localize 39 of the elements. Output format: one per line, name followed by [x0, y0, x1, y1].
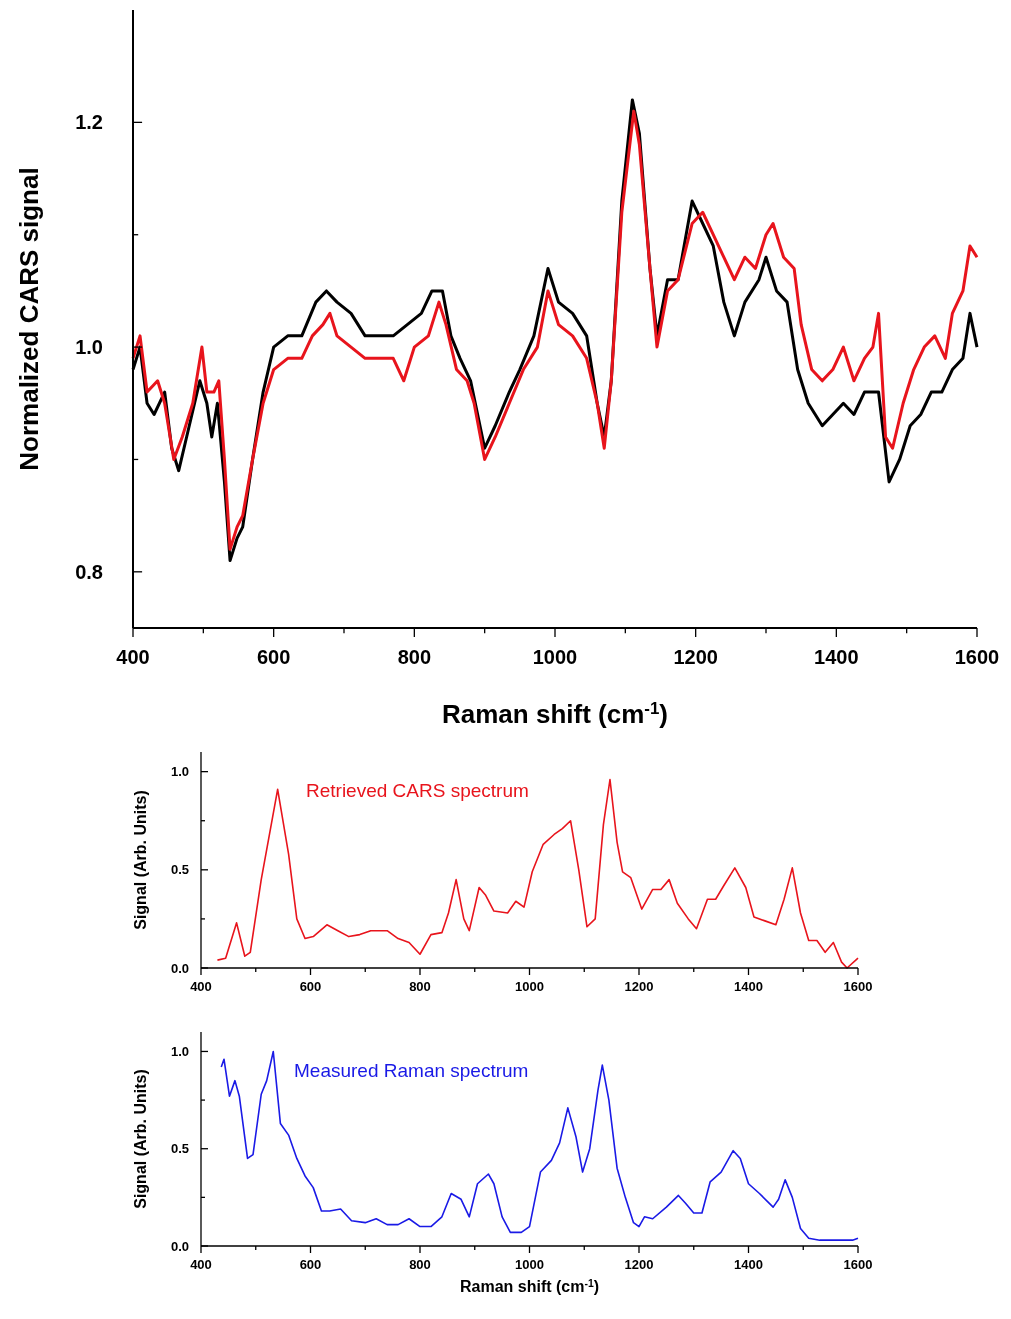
series-label: Retrieved CARS spectrum [306, 780, 529, 801]
y-tick-label: 0.5 [170, 862, 189, 878]
x-tick-label: 800 [409, 1257, 431, 1272]
x-tick-label: 400 [190, 1257, 212, 1272]
y-tick-label: 1.0 [75, 336, 103, 359]
x-tick-label: 1000 [515, 979, 544, 994]
x-tick-label: 1600 [843, 979, 873, 994]
x-axis-title: Raman shift (cm$^{-1}$) [459, 1277, 600, 1295]
y-tick-label: 1.2 [75, 111, 103, 134]
x-tick-label: 800 [409, 979, 431, 994]
x-tick-label: 400 [190, 979, 212, 994]
y-tick-label: 0.0 [170, 960, 189, 976]
x-tick-label: 400 [116, 646, 150, 668]
y-axis-title: Signal (Arb. Units) [132, 790, 149, 930]
x-tick-label: 600 [256, 646, 291, 668]
y-tick-label: 0.8 [75, 560, 103, 583]
x-tick-label: 1600 [954, 646, 1000, 668]
y-axis-title: Signal (Arb. Units) [132, 1069, 149, 1209]
series-label: Measured Raman spectrum [294, 1060, 529, 1081]
x-tick-label: 1200 [624, 979, 654, 994]
y-tick-label: 0.0 [170, 1238, 189, 1254]
x-tick-label: 1400 [734, 979, 763, 994]
line-series [216, 778, 859, 969]
x-tick-label: 1200 [624, 1257, 654, 1272]
y-axis-title: Normalized CARS signal [14, 167, 44, 471]
x-tick-label: 600 [299, 1257, 322, 1272]
x-tick-label: 1200 [673, 646, 718, 668]
x-tick-label: 800 [397, 646, 432, 668]
x-tick-label: 1000 [532, 646, 578, 668]
x-tick-label: 600 [299, 979, 322, 994]
y-tick-label: 1.0 [170, 764, 189, 780]
x-axis-title: Raman shift (cm$^{-1}$) [442, 698, 668, 729]
x-tick-label: 1600 [843, 1257, 873, 1272]
x-tick-label: 1000 [515, 1257, 544, 1272]
y-tick-label: 0.5 [170, 1141, 189, 1157]
line-series [220, 1050, 859, 1241]
y-tick-label: 1.0 [170, 1044, 189, 1059]
x-tick-label: 1400 [814, 646, 859, 668]
x-tick-label: 1400 [734, 1257, 763, 1272]
